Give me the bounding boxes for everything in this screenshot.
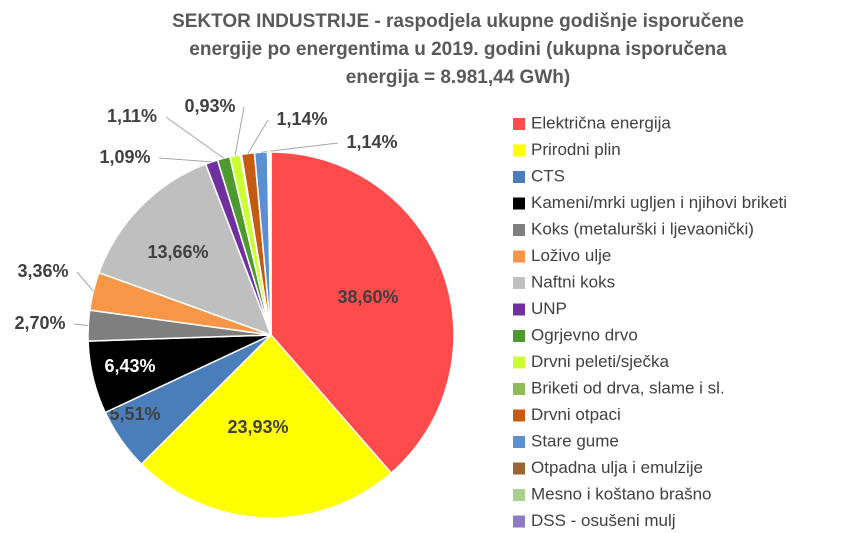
legend-swatch <box>513 118 525 130</box>
legend-label: Drvni otpaci <box>531 405 621 424</box>
legend-swatch <box>513 197 525 210</box>
legend-label: Briketi od drva, slame i sl. <box>531 378 725 397</box>
pie-slice <box>140 333 393 519</box>
legend-swatch <box>513 489 525 501</box>
leader-line <box>165 116 224 159</box>
data-label: 23,93% <box>227 417 288 437</box>
legend-swatch <box>513 356 525 369</box>
legend-label: Kameni/mrki ugljen i njihovi briketi <box>531 193 787 212</box>
legend-swatch <box>513 409 525 422</box>
pie-slice <box>97 163 273 337</box>
leader-line <box>76 271 94 292</box>
legend-swatch <box>513 171 525 183</box>
data-label: 5,51% <box>109 404 160 424</box>
data-label: 2,70% <box>14 313 65 333</box>
legend-swatch <box>513 462 525 475</box>
data-label: 38,60% <box>337 287 398 307</box>
legend-swatch <box>513 330 525 342</box>
legend-label: Ogrjevno drvo <box>531 325 638 344</box>
data-label: 1,11% <box>107 106 157 126</box>
legend-label: Drvni peleti/sječka <box>531 352 669 371</box>
legend-swatch <box>513 515 525 528</box>
chart-title: energija = 8.981,44 GWh) <box>346 67 570 88</box>
legend-label: Koks (metalurški i ljevaonički) <box>531 219 754 238</box>
chart-title: SEKTOR INDUSTRIJE - raspodjela ukupne go… <box>172 11 744 32</box>
data-label: 0,93% <box>184 96 235 116</box>
legend-swatch <box>513 383 525 395</box>
legend-label: CTS <box>531 166 565 185</box>
leader-line <box>234 106 245 156</box>
pie-slice <box>269 151 272 336</box>
legend-label: Loživo ulje <box>531 246 611 265</box>
legend-label: UNP <box>531 299 567 318</box>
legend-swatch <box>513 224 525 236</box>
pie-slice <box>270 151 455 475</box>
legend-swatch <box>513 144 525 157</box>
data-label: 3,36% <box>17 261 68 281</box>
legend-label: Naftni koks <box>531 272 615 291</box>
leader-line <box>247 119 269 154</box>
data-label: 1,09% <box>99 147 150 167</box>
data-label: 1,14% <box>276 109 327 129</box>
legend-swatch <box>513 436 525 448</box>
leader-line <box>260 142 339 153</box>
legend-label: Prirodni plin <box>531 140 621 159</box>
legend-label: Stare gume <box>531 431 619 450</box>
leader-line <box>73 323 89 327</box>
legend-label: DSS - osušeni mulj <box>531 511 676 530</box>
chart-title: energije po energentima u 2019. godini (… <box>189 39 727 60</box>
data-label: 1,14% <box>346 132 397 152</box>
legend-label: Električna energija <box>531 113 671 132</box>
legend-label: Otpadna ulja i emulzije <box>531 458 703 477</box>
legend-swatch <box>513 250 525 263</box>
legend-swatch <box>513 277 525 289</box>
data-label: 13,66% <box>147 242 208 262</box>
legend-label: Mesno i koštano brašno <box>531 484 712 503</box>
leader-line <box>158 157 212 163</box>
data-label: 6,43% <box>104 356 155 376</box>
legend-swatch <box>513 303 525 316</box>
